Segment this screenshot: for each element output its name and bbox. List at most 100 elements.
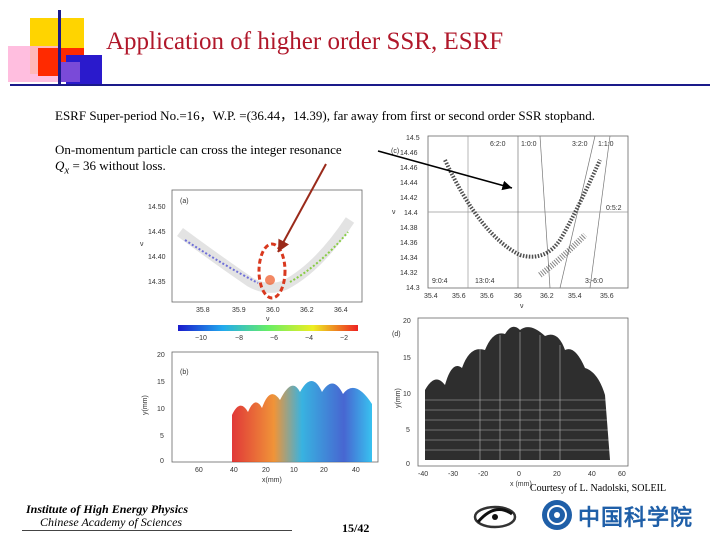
galaxy-logo-icon — [473, 505, 517, 529]
panel-d-ytick: 5 — [406, 427, 410, 434]
arrow-to-resonance — [277, 163, 327, 253]
panel-c-res-label: 3:2:0 — [572, 141, 588, 148]
panel-a-colorbar — [178, 325, 358, 331]
panel-d-xtick: -30 — [448, 471, 458, 478]
panel-a-ylabel: ν — [140, 241, 144, 248]
institute-name-line1: Institute of High Energy Physics — [26, 502, 189, 516]
panel-c-ytick: 14.42 — [400, 195, 418, 202]
footer-rule — [22, 530, 292, 531]
panel-c-ytick: 14.5 — [406, 135, 420, 142]
panel-d-label: (d) — [392, 331, 401, 338]
panel-d-xlabel: x (mm) — [510, 481, 532, 488]
decor-violet-block — [60, 62, 80, 82]
panel-d-xtick: 0 — [517, 471, 521, 478]
panel-c-res-label: 9:0:4 — [432, 278, 448, 285]
panel-d: (d) 20 15 10 5 0 y(mm) -40 -30 -20 0 20 … — [392, 317, 629, 488]
institute-name-line2: Chinese Academy of Sciences — [40, 515, 183, 529]
slide-title: Application of higher order SSR, ESRF — [106, 28, 504, 55]
panel-b-xtick: 10 — [290, 467, 298, 474]
annotation-var: Q — [55, 158, 65, 173]
panel-a-xtick: 35.9 — [232, 307, 246, 314]
slide-subtitle: ESRF Super-period No.=16，W.P. =(36.44，14… — [55, 108, 596, 123]
panel-c-ylabel: ν — [392, 209, 396, 216]
panel-a: (a) 14.50 14.45 14.40 14.35 ν 35.8 35.9 … — [140, 189, 363, 342]
panel-a-hotspot — [265, 275, 275, 285]
decor-vertical-line — [58, 10, 61, 84]
cas-emblem-icon — [542, 500, 572, 530]
panel-b-xlabel: x(mm) — [262, 477, 282, 484]
header-rule — [10, 84, 710, 86]
panel-d-xtick: 60 — [618, 471, 626, 478]
panel-a-ytick: 14.50 — [148, 204, 166, 211]
panel-c-resline — [539, 135, 551, 289]
panel-c-ytick: 14.32 — [400, 270, 418, 277]
annotation-rest: = 36 without loss. — [69, 158, 166, 173]
panel-d-ytick: 0 — [406, 461, 410, 468]
panel-a-xtick: 35.8 — [196, 307, 210, 314]
panel-c-ytick: 14.46 — [400, 165, 418, 172]
annotation-sub: x — [64, 164, 70, 177]
panel-d-ytick: 15 — [403, 355, 411, 362]
panel-c-resline — [559, 135, 596, 289]
panel-d-ytick: 20 — [403, 318, 411, 325]
panel-c-tune-scatter-2 — [538, 232, 588, 278]
arrow-to-panel-c — [377, 150, 513, 191]
panel-a-ytick: 14.45 — [148, 229, 166, 236]
panel-c-res-label: 0:5:2 — [606, 205, 622, 212]
panel-b-xtick: 20 — [262, 467, 270, 474]
panel-b-xtick: 60 — [195, 467, 203, 474]
panel-c-ytick: 14.3 — [406, 285, 420, 292]
panel-b-xtick: 40 — [230, 467, 238, 474]
panel-c-res-label: 6:2:0 — [490, 141, 506, 148]
panel-a-xtick: 36.0 — [266, 307, 280, 314]
panel-b-xtick: 40 — [352, 467, 360, 474]
panel-c-xtick: 36 — [514, 293, 522, 300]
panel-a-ytick: 14.35 — [148, 279, 166, 286]
panel-c-ytick: 14.4 — [404, 210, 418, 217]
panel-d-xtick: -20 — [478, 471, 488, 478]
panel-b-ytick: 15 — [157, 379, 165, 386]
annotation-line-1: On-momentum particle can cross the integ… — [55, 142, 342, 157]
panel-a-xlabel: ν — [266, 316, 270, 323]
panel-b-ytick: 20 — [157, 352, 165, 359]
panel-c-res-label: 3:-6:0 — [585, 278, 603, 285]
annotation-note: On-momentum particle can cross the integ… — [55, 142, 342, 179]
panel-a-cbar-tick: −8 — [235, 335, 243, 342]
panel-a-cbar-tick: −4 — [305, 335, 313, 342]
panel-b-label: (b) — [180, 369, 189, 376]
panel-c-label: (c) — [391, 148, 399, 155]
panel-c-xtick: 35.6 — [480, 293, 494, 300]
resonance-highlight — [257, 242, 287, 300]
panel-c-xtick: 35.4 — [568, 293, 582, 300]
panel-c-res-label: 1:0:0 — [521, 141, 537, 148]
panel-c-ytick: 14.36 — [400, 240, 418, 247]
panel-a-right-scatter — [289, 231, 349, 283]
panel-c-res-label: 13:0:4 — [475, 278, 495, 285]
panel-b-ytick: 5 — [160, 433, 164, 440]
panel-d-xtick: 20 — [553, 471, 561, 478]
panel-c-ytick: 14.34 — [400, 255, 418, 262]
panel-c-tune-scatter — [443, 159, 602, 259]
panel-c-res-label: 1:1:0 — [598, 141, 614, 148]
annotation-line-2: Qx = 36 without loss. — [55, 158, 342, 179]
panel-c-xtick: 35.6 — [600, 293, 614, 300]
panel-c-ytick: 14.44 — [400, 180, 418, 187]
panel-c: (c) 6:2:0 1:0:0 3:2:0 1:1:0 0:5:2 9:0:4 … — [391, 135, 629, 310]
panel-a-band — [177, 217, 355, 293]
panel-a-left-scatter — [184, 239, 259, 284]
courtesy-text: Courtesy of L. Nadolski, SOLEIL — [530, 483, 667, 494]
panel-a-cbar-tick: −2 — [340, 335, 348, 342]
panel-d-xtick: -40 — [418, 471, 428, 478]
panel-c-resline — [589, 135, 611, 289]
panel-c-ytick: 14.46 — [400, 150, 418, 157]
panel-b-aperture — [232, 381, 372, 462]
panel-d-aperture — [425, 326, 610, 460]
panel-c-xlabel: ν — [520, 303, 524, 310]
panel-a-label: (a) — [180, 198, 189, 205]
panel-d-ytick: 10 — [403, 391, 411, 398]
panel-d-ylabel: y(mm) — [395, 388, 402, 408]
panel-b-ytick: 10 — [157, 406, 165, 413]
panel-c-xtick: 35.4 — [424, 293, 438, 300]
panel-a-xtick: 36.2 — [300, 307, 314, 314]
